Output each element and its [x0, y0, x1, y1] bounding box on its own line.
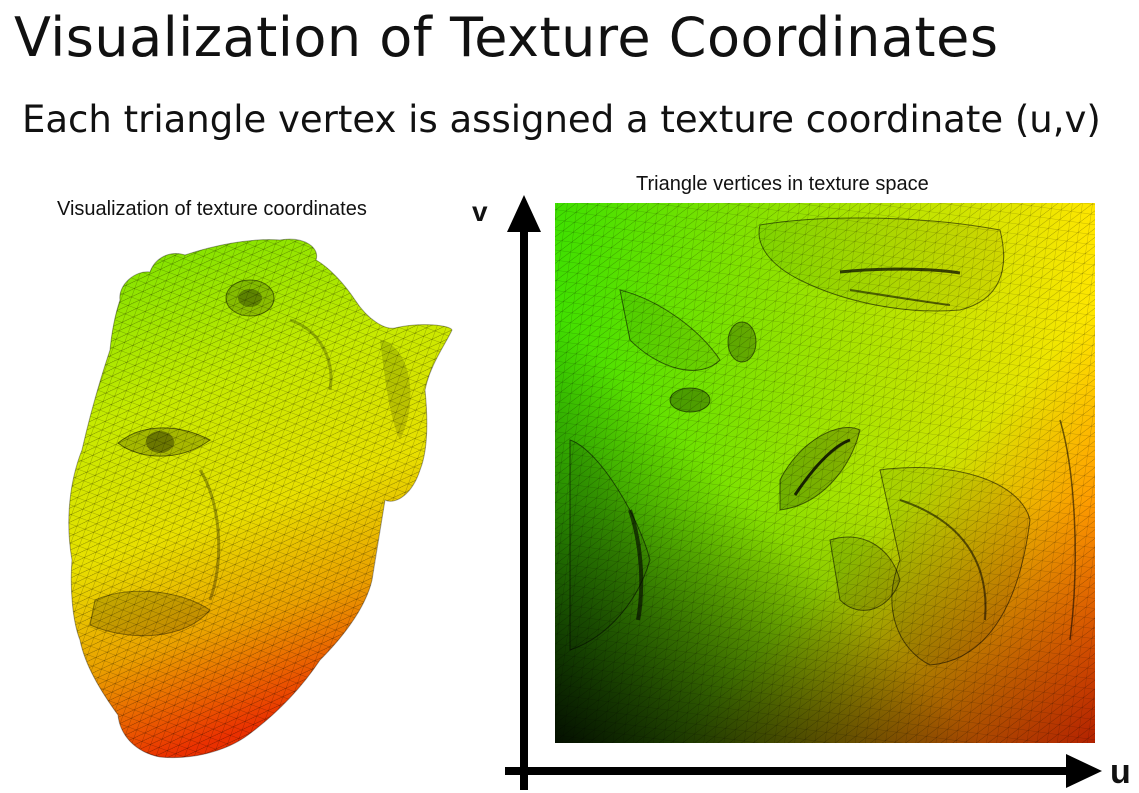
- v-axis-label: v: [472, 196, 488, 227]
- u-axis-arrowhead: [1066, 754, 1102, 788]
- slide-subtitle: Each triangle vertex is assigned a textu…: [22, 98, 1101, 141]
- texture-space-caption: Triangle vertices in texture space: [636, 173, 929, 195]
- u-axis-label: u: [1110, 753, 1131, 791]
- v-axis-arrowhead: [507, 195, 541, 232]
- uv-axes: [505, 195, 1102, 790]
- slide-title: Visualization of Texture Coordinates: [14, 6, 999, 69]
- uv-texture-square: [555, 203, 1095, 743]
- face-caption: Visualization of texture coordinates: [57, 198, 367, 220]
- face-mesh-illustration: [68, 238, 453, 759]
